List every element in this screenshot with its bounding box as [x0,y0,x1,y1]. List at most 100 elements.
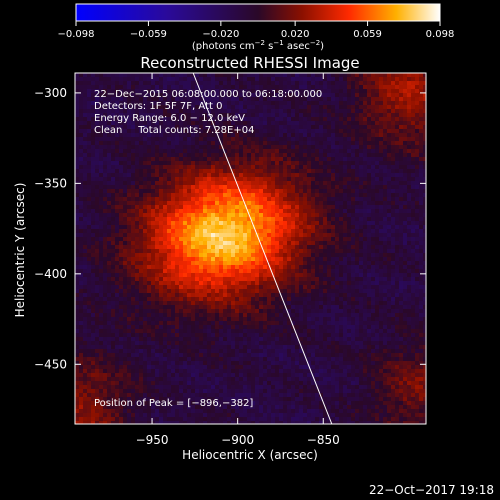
heatmap-cell [239,97,244,102]
heatmap-cell [239,337,244,342]
heatmap-cell [231,197,236,202]
heatmap-cell [87,273,92,278]
heatmap-cell [215,209,220,214]
heatmap-cell [207,97,212,102]
heatmap-cell [195,185,200,190]
heatmap-cell [227,421,232,424]
heatmap-cell [95,385,100,390]
heatmap-cell [151,109,156,114]
heatmap-cell [271,305,276,310]
heatmap-cell [299,257,304,262]
heatmap-cell [95,401,100,406]
heatmap-cell [159,141,164,146]
heatmap-cell [211,261,216,266]
heatmap-cell [295,185,300,190]
heatmap-cell [179,125,184,130]
heatmap-cell [143,161,148,166]
heatmap-cell [263,285,268,290]
heatmap-cell [155,237,160,242]
heatmap-cell [147,185,152,190]
heatmap-cell [119,337,124,342]
heatmap-cell [127,109,132,114]
heatmap-cell [195,145,200,150]
heatmap-cell [207,329,212,334]
heatmap-cell [187,261,192,266]
heatmap-cell [183,321,188,326]
heatmap-cell [131,201,136,206]
heatmap-cell [99,293,104,298]
heatmap-cell [203,273,208,278]
heatmap-cell [91,333,96,338]
heatmap-cell [111,149,116,154]
heatmap-cell [287,393,292,398]
heatmap-cell [183,421,188,424]
heatmap-cell [99,105,104,110]
heatmap-cell [283,357,288,362]
heatmap-cell [247,145,252,150]
heatmap-cell [219,313,224,318]
heatmap-cell [139,185,144,190]
heatmap-cell [275,73,280,78]
heatmap-cell [167,373,172,378]
heatmap-cell [191,329,196,334]
heatmap-cell [155,361,160,366]
heatmap-cell [195,313,200,318]
heatmap-cell [223,269,228,274]
heatmap-cell [87,249,92,254]
heatmap-cell [239,157,244,162]
heatmap-cell [171,329,176,334]
heatmap-cell [123,349,128,354]
heatmap-cell [259,77,264,82]
heatmap-cell [211,189,216,194]
heatmap-cell [227,109,232,114]
heatmap-cell [135,281,140,286]
heatmap-cell [91,325,96,330]
heatmap-cell [223,169,228,174]
heatmap-cell [299,201,304,206]
heatmap-cell [155,289,160,294]
heatmap-cell [287,345,292,350]
heatmap-cell [271,153,276,158]
heatmap-cell [119,277,124,282]
heatmap-cell [91,137,96,142]
heatmap-cell [283,125,288,130]
heatmap-cell [191,257,196,262]
heatmap-cell [107,309,112,314]
heatmap-cell [163,85,168,90]
heatmap-cell [239,289,244,294]
heatmap-cell [275,357,280,362]
heatmap-cell [87,161,92,166]
heatmap-cell [143,353,148,358]
heatmap-cell [103,377,108,382]
heatmap-cell [195,405,200,410]
heatmap-cell [191,245,196,250]
heatmap-cell [163,261,168,266]
heatmap-cell [271,337,276,342]
heatmap-cell [215,381,220,386]
heatmap-cell [115,337,120,342]
heatmap-cell [259,341,264,346]
heatmap-cell [263,177,268,182]
heatmap-cell [291,285,296,290]
heatmap-cell [171,305,176,310]
heatmap-cell [139,353,144,358]
heatmap-cell [79,281,84,286]
heatmap-cell [111,73,116,78]
heatmap-cell [223,277,228,282]
heatmap-cell [227,409,232,414]
heatmap-cell [151,405,156,410]
heatmap-cell [75,249,80,254]
heatmap-cell [207,237,212,242]
heatmap-cell [123,189,128,194]
heatmap-cell [195,225,200,230]
heatmap-cell [251,185,256,190]
heatmap-cell [151,353,156,358]
heatmap-cell [239,245,244,250]
heatmap-cell [183,325,188,330]
heatmap-cell [79,289,84,294]
heatmap-cell [215,253,220,258]
heatmap-cell [179,421,184,424]
heatmap-cell [163,273,168,278]
heatmap-cell [239,405,244,410]
heatmap-cell [183,125,188,130]
